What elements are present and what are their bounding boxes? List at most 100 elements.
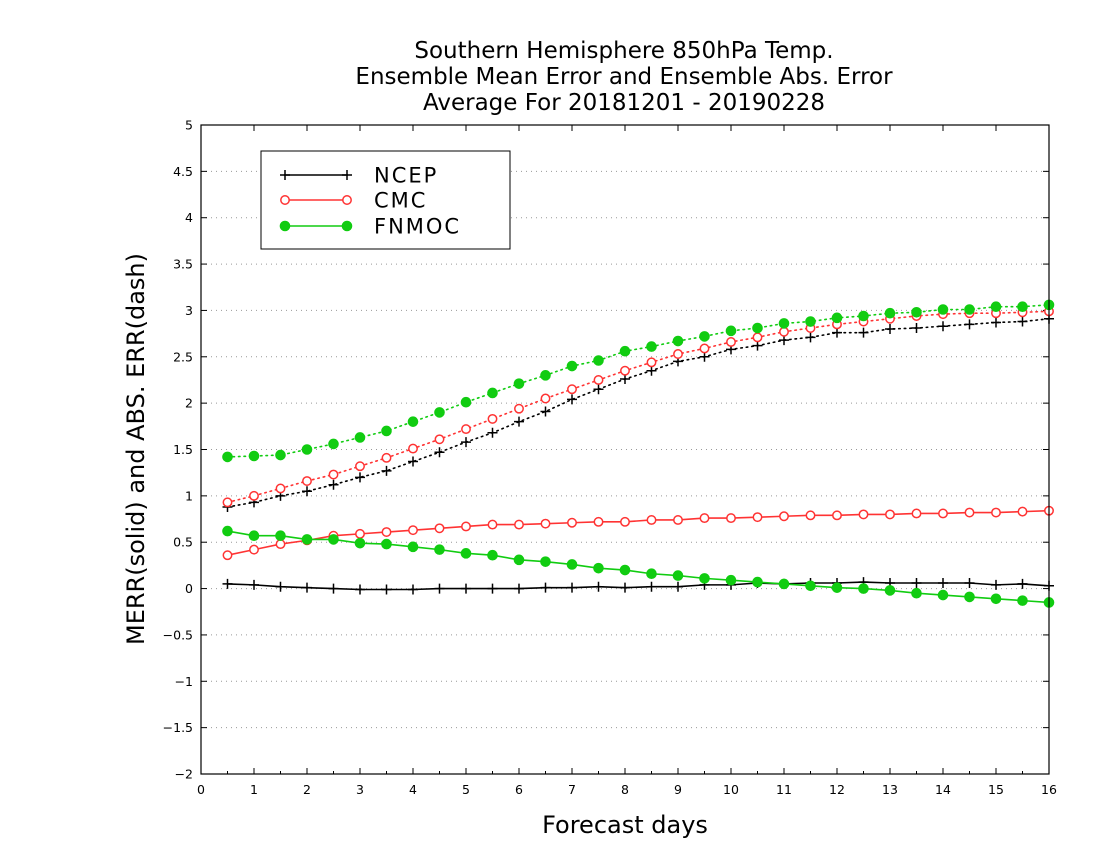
y-axis-title: MERR(solid) and ABS. ERR(dash) (122, 253, 150, 645)
x-tick-label: 9 (674, 782, 682, 797)
fnmoc-abs-err-point (381, 425, 392, 437)
fnmoc-abs-err-point (328, 438, 339, 450)
y-tick-label: −1 (175, 674, 193, 689)
fnmoc-merr-point (911, 587, 922, 599)
fnmoc-abs-err-point (646, 341, 657, 352)
fnmoc-abs-err-point (831, 312, 843, 324)
fnmoc-abs-err-point (911, 306, 922, 318)
fnmoc-abs-err-point (778, 318, 790, 329)
ncep-merr-point (991, 579, 1001, 590)
cmc-abs-err-point (222, 497, 233, 508)
x-tick-label: 8 (621, 782, 629, 797)
ncep-abs-err-point (461, 437, 471, 448)
ncep-merr-point (646, 581, 657, 592)
cmc-merr-point (805, 510, 816, 521)
ncep-abs-err-point (832, 327, 842, 338)
ncep-abs-err-point (858, 327, 869, 338)
cmc-merr-point (646, 515, 657, 525)
cmc-abs-err-point (381, 452, 392, 463)
y-tick-label: 0.5 (173, 535, 193, 550)
y-tick-label: 1.5 (173, 442, 193, 457)
fnmoc-merr-point (354, 537, 366, 549)
cmc-abs-err-point (620, 365, 630, 376)
fnmoc-merr-point (937, 589, 949, 601)
fnmoc-abs-err-point (990, 301, 1002, 313)
ncep-abs-err-point (540, 406, 551, 417)
cmc-merr-point (434, 523, 445, 534)
ncep-merr-point (514, 583, 524, 594)
cmc-abs-err-point (752, 332, 763, 343)
ncep-abs-err-point (328, 479, 339, 490)
fnmoc-merr-point (884, 585, 896, 596)
cmc-abs-err-point (699, 343, 710, 354)
fnmoc-abs-err-point (301, 444, 313, 455)
cmc-merr-point (461, 521, 471, 532)
fnmoc-merr-point (699, 573, 710, 584)
cmc-merr-point (726, 513, 736, 524)
fnmoc-abs-err-point (884, 307, 896, 319)
cmc-abs-err-point (540, 393, 551, 404)
ncep-merr-point (938, 578, 948, 589)
cmc-abs-err-point (249, 490, 259, 501)
y-tick-label: 3.5 (173, 257, 193, 272)
cmc-merr-point (673, 515, 683, 525)
y-tick-label: 0 (185, 581, 193, 596)
chart-title-line-3: Average For 20181201 - 20190228 (423, 90, 825, 116)
legend-marker-ncep (280, 170, 290, 180)
ncep-abs-err-point (302, 486, 312, 497)
cmc-merr-point (249, 544, 259, 555)
series-ncep (222, 313, 1054, 595)
ncep-merr-point (487, 583, 498, 594)
ncep-merr-point (911, 578, 922, 589)
x-tick-label: 5 (462, 782, 470, 797)
chart-title-line-2: Ensemble Mean Error and Ensemble Abs. Er… (355, 64, 893, 90)
fnmoc-merr-point (858, 583, 869, 594)
legend-marker-cmc (280, 195, 290, 205)
cmc-abs-err-point (461, 424, 471, 435)
ncep-merr-point (673, 581, 683, 592)
x-tick-label: 14 (935, 782, 951, 797)
cmc-abs-err-point (487, 413, 498, 424)
fnmoc-merr-point (301, 534, 313, 545)
ncep-abs-err-point (911, 323, 922, 334)
fnmoc-abs-err-point (540, 370, 551, 381)
ncep-abs-err-point (381, 465, 392, 476)
legend-marker-fnmoc (341, 220, 353, 232)
fnmoc-merr-point (275, 530, 286, 542)
legend-entry-fnmoc: FNMOC (279, 215, 459, 239)
ncep-abs-err-point (567, 394, 577, 405)
y-tick-label: 2 (185, 396, 193, 411)
ncep-abs-err-point (752, 340, 763, 351)
ncep-merr-point (408, 584, 418, 595)
cmc-merr-point (858, 509, 869, 520)
ncep-abs-err-point (1017, 316, 1028, 327)
fnmoc-abs-err-point (222, 451, 233, 463)
y-tick-label: 4 (185, 210, 193, 225)
ncep-abs-err-point (805, 332, 816, 343)
legend-marker-cmc (342, 195, 352, 205)
x-tick-label: 10 (723, 782, 739, 797)
ncep-merr-point (302, 582, 312, 593)
fnmoc-merr-point (831, 582, 843, 593)
fnmoc-merr-point (460, 548, 472, 559)
ncep-merr-point (249, 579, 259, 590)
ncep-merr-point (461, 583, 471, 594)
fnmoc-merr-point (593, 562, 604, 574)
fnmoc-merr-point (328, 534, 339, 545)
cmc-merr-point (514, 519, 524, 530)
fnmoc-abs-err-point (275, 449, 286, 461)
ncep-abs-err-point (620, 374, 630, 385)
fnmoc-abs-err-point (487, 387, 498, 399)
x-tick-label: 7 (568, 782, 576, 797)
y-tick-label: 2.5 (173, 349, 193, 364)
cmc-abs-err-point (673, 349, 683, 359)
y-tick-label: 3 (185, 303, 193, 318)
cmc-abs-err-point (328, 469, 339, 480)
cmc-abs-err-point (355, 461, 365, 472)
fnmoc-merr-point (778, 578, 790, 590)
fnmoc-abs-err-point (805, 316, 816, 327)
fnmoc-merr-point (407, 541, 419, 553)
cmc-merr-point (408, 525, 418, 536)
ncep-merr-point (275, 581, 286, 592)
